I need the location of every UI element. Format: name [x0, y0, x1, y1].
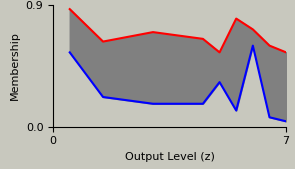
Y-axis label: Membership: Membership [10, 31, 20, 100]
X-axis label: Output Level (z): Output Level (z) [125, 152, 214, 162]
